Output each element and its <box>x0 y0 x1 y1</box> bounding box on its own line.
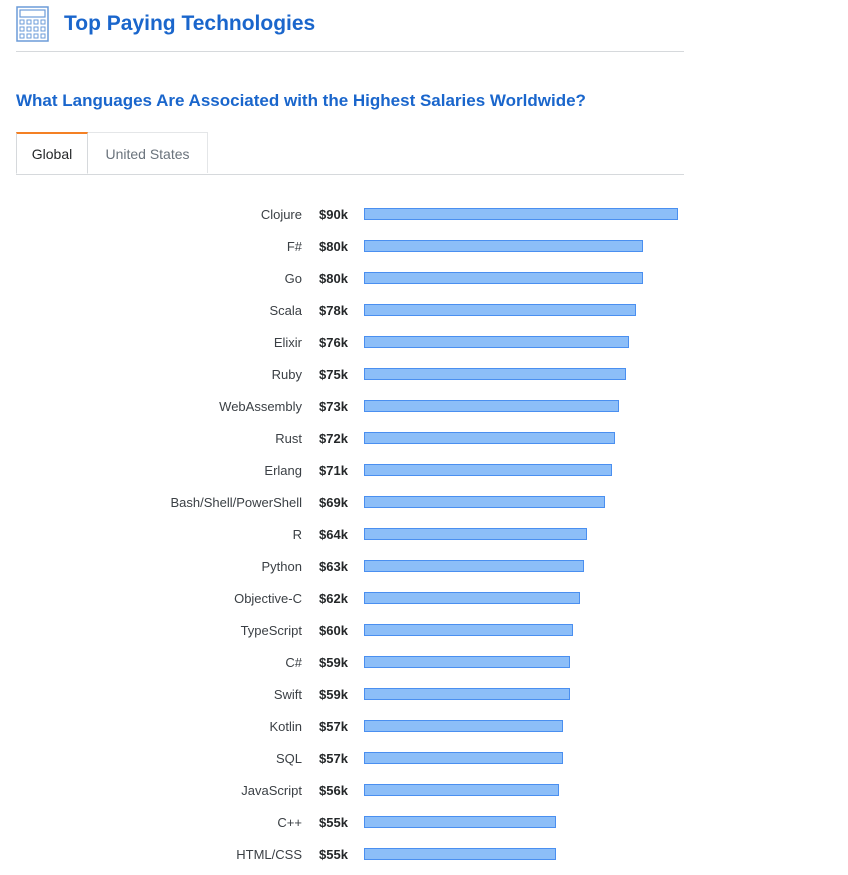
value-label: $59k <box>319 687 348 702</box>
chart-row: Kotlin $57k <box>0 707 848 739</box>
value-label: $62k <box>319 591 348 606</box>
salary-bar <box>364 848 556 860</box>
category-label: Scala <box>269 303 302 318</box>
chart-row: Scala $78k <box>0 291 848 323</box>
value-label: $80k <box>319 239 348 254</box>
chart-row: Bash/Shell/PowerShell $69k <box>0 483 848 515</box>
category-label: Kotlin <box>269 719 302 734</box>
salary-bar <box>364 720 563 732</box>
salary-bar <box>364 272 643 284</box>
salary-bar <box>364 464 612 476</box>
chart-row: Go $80k <box>0 259 848 291</box>
chart-row: SQL $57k <box>0 739 848 771</box>
chart-row: Rust $72k <box>0 419 848 451</box>
value-label: $57k <box>319 751 348 766</box>
salary-bar <box>364 592 580 604</box>
category-label: SQL <box>275 751 302 766</box>
tab-united-states[interactable]: United States <box>88 132 208 173</box>
value-label: $69k <box>319 495 348 510</box>
value-label: $75k <box>319 367 348 382</box>
category-label: Clojure <box>260 207 302 222</box>
tab-global[interactable]: Global <box>16 132 88 174</box>
chart-row: Objective-C $62k <box>0 579 848 611</box>
category-label: Swift <box>273 687 302 702</box>
salary-bar <box>364 400 619 412</box>
value-label: $71k <box>319 463 348 478</box>
category-label: Bash/Shell/PowerShell <box>170 495 302 510</box>
salary-bar <box>364 496 605 508</box>
chart-row: WebAssembly $73k <box>0 387 848 419</box>
chart-row: F# $80k <box>0 227 848 259</box>
salary-bar <box>364 368 626 380</box>
chart-row: Elixir $76k <box>0 323 848 355</box>
salary-bar <box>364 528 587 540</box>
value-label: $76k <box>319 335 348 350</box>
chart-row: Ruby $75k <box>0 355 848 387</box>
category-label: Python <box>261 559 302 574</box>
value-label: $78k <box>319 303 348 318</box>
chart-row: C++ $55k <box>0 803 848 835</box>
chart-row: Swift $59k <box>0 675 848 707</box>
chart-row: Python $63k <box>0 547 848 579</box>
salary-bar <box>364 752 563 764</box>
category-label: Go <box>284 271 302 286</box>
salary-bar <box>364 432 615 444</box>
salary-bar <box>364 624 573 636</box>
category-label: R <box>292 527 302 542</box>
category-label: TypeScript <box>240 623 302 638</box>
category-label: JavaScript <box>241 783 302 798</box>
category-label: C++ <box>277 815 302 830</box>
salary-bar <box>364 816 556 828</box>
page-title: Top Paying Technologies <box>64 12 316 35</box>
category-label: Ruby <box>271 367 302 382</box>
category-label: HTML/CSS <box>236 847 302 862</box>
salary-bar <box>364 560 584 572</box>
salary-bar <box>364 304 636 316</box>
category-label: Objective-C <box>234 591 302 606</box>
value-label: $55k <box>319 815 348 830</box>
value-label: $80k <box>319 271 348 286</box>
value-label: $73k <box>319 399 348 414</box>
salary-bar <box>364 240 643 252</box>
page-header: Top Paying Technologies <box>16 6 684 52</box>
salary-bar <box>364 656 570 668</box>
value-label: $72k <box>319 431 348 446</box>
salary-bar <box>364 688 570 700</box>
salary-bar <box>364 208 678 220</box>
category-label: Elixir <box>273 335 302 350</box>
value-label: $90k <box>319 207 348 222</box>
chart-row: JavaScript $56k <box>0 771 848 803</box>
chart-row: TypeScript $60k <box>0 611 848 643</box>
calculator-icon <box>16 6 49 42</box>
category-label: C# <box>285 655 302 670</box>
value-label: $56k <box>319 783 348 798</box>
salary-bar <box>364 336 629 348</box>
section-subtitle: What Languages Are Associated with the H… <box>16 91 586 110</box>
value-label: $55k <box>319 847 348 862</box>
chart-row: Clojure $90k <box>0 195 848 227</box>
value-label: $59k <box>319 655 348 670</box>
chart-row: R $64k <box>0 515 848 547</box>
salary-bar <box>364 784 559 796</box>
chart-row: Erlang $71k <box>0 451 848 483</box>
salary-bar-chart: Clojure $90k F# $80k Go $80k Scala $78k Elixir $7… <box>0 195 848 873</box>
region-tabs: Global United States <box>16 132 684 175</box>
category-label: F# <box>286 239 302 254</box>
category-label: Rust <box>275 431 302 446</box>
value-label: $57k <box>319 719 348 734</box>
value-label: $63k <box>319 559 348 574</box>
category-label: WebAssembly <box>219 399 302 414</box>
category-label: Erlang <box>264 463 302 478</box>
value-label: $60k <box>319 623 348 638</box>
chart-row: HTML/CSS $55k <box>0 835 848 867</box>
value-label: $64k <box>319 527 348 542</box>
chart-row: C# $59k <box>0 643 848 675</box>
